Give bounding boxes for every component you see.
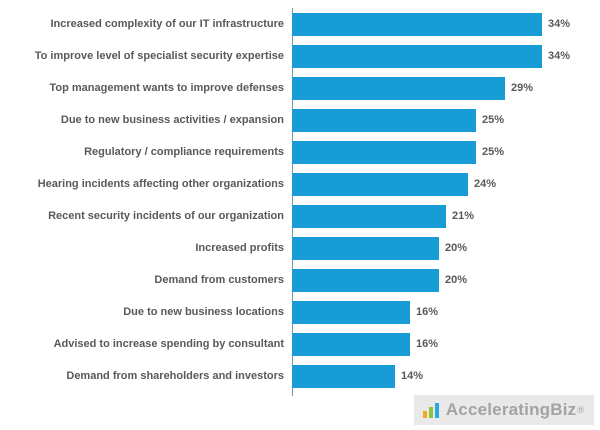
logo-chart-icon — [422, 403, 439, 418]
bar — [292, 12, 542, 36]
chart-row: Demand from shareholders and investors 14… — [0, 360, 600, 392]
bar-area: 29% — [292, 72, 600, 104]
chart-row: Increased complexity of our IT infrastru… — [0, 8, 600, 40]
bar-area: 16% — [292, 296, 600, 328]
bar-area: 21% — [292, 200, 600, 232]
category-label: Increased profits — [195, 241, 284, 254]
bar-area: 25% — [292, 104, 600, 136]
bar-area: 16% — [292, 328, 600, 360]
bar — [292, 364, 395, 388]
bar-area: 24% — [292, 168, 600, 200]
bar-area: 34% — [292, 40, 600, 72]
chart-row: To improve level of specialist security … — [0, 40, 600, 72]
category-label: Regulatory / compliance requirements — [84, 145, 284, 158]
value-label: 21% — [452, 210, 475, 222]
value-label: 16% — [416, 306, 439, 318]
value-label: 25% — [482, 114, 505, 126]
bar-area: 20% — [292, 264, 600, 296]
bar-area: 20% — [292, 232, 600, 264]
registered-mark: ® — [577, 405, 584, 415]
value-label: 34% — [548, 50, 571, 62]
logo-text: AcceleratingBiz — [445, 400, 577, 419]
value-label: 34% — [548, 18, 571, 30]
category-label: Recent security incidents of our organiz… — [48, 209, 284, 222]
category-label: Demand from customers — [154, 273, 284, 286]
value-label: 24% — [474, 178, 497, 190]
chart-row: Increased profits 20% — [0, 232, 600, 264]
value-label: 25% — [482, 146, 505, 158]
category-label: Hearing incidents affecting other organi… — [37, 177, 284, 190]
category-label: Due to new business locations — [123, 305, 284, 318]
bar — [292, 236, 439, 260]
value-label: 20% — [445, 242, 468, 254]
value-label: 16% — [416, 338, 439, 350]
chart-row: Advised to increase spending by consulta… — [0, 328, 600, 360]
chart-row: Demand from customers 20% — [0, 264, 600, 296]
chart-rows: Increased complexity of our IT infrastru… — [0, 8, 600, 392]
acceleratingbiz-logo: AcceleratingBiz ® — [413, 395, 594, 425]
bar — [292, 300, 410, 324]
category-label: Top management wants to improve defenses — [49, 81, 284, 94]
bar — [292, 204, 446, 228]
chart-row: Due to new business locations 16% — [0, 296, 600, 328]
bar-area: 34% — [292, 8, 600, 40]
bar — [292, 44, 542, 68]
y-axis-line — [292, 8, 293, 396]
bar — [292, 108, 476, 132]
category-label: Demand from shareholders and investors — [66, 369, 284, 382]
value-label: 20% — [445, 274, 468, 286]
bar — [292, 172, 468, 196]
chart-row: Due to new business activities / expansi… — [0, 104, 600, 136]
value-label: 29% — [511, 82, 534, 94]
bar — [292, 140, 476, 164]
chart-row: Hearing incidents affecting other organi… — [0, 168, 600, 200]
bar — [292, 76, 505, 100]
category-label: Advised to increase spending by consulta… — [53, 337, 284, 350]
value-label: 14% — [401, 370, 424, 382]
chart-row: Regulatory / compliance requirements 25% — [0, 136, 600, 168]
bar-area: 14% — [292, 360, 600, 392]
category-label: Due to new business activities / expansi… — [60, 113, 284, 126]
chart-row: Recent security incidents of our organiz… — [0, 200, 600, 232]
bar — [292, 332, 410, 356]
bar-area: 25% — [292, 136, 600, 168]
category-label: Increased complexity of our IT infrastru… — [50, 17, 284, 30]
chart-row: Top management wants to improve defenses… — [0, 72, 600, 104]
bar — [292, 268, 439, 292]
category-label: To improve level of specialist security … — [34, 49, 284, 62]
